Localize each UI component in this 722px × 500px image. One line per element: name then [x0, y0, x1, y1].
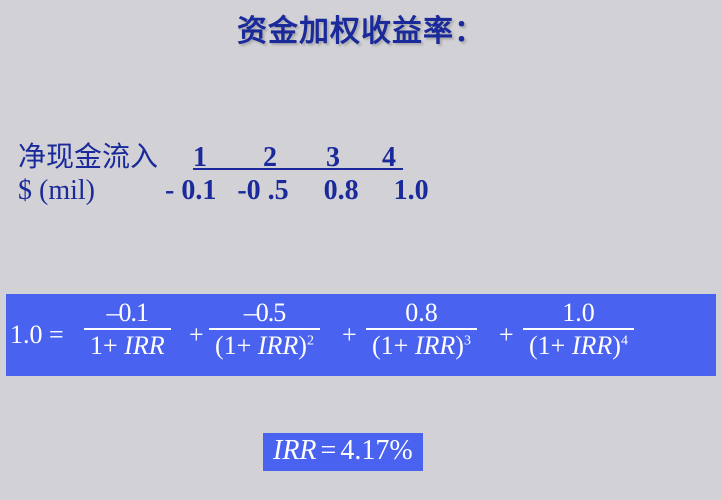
result-eq: = [317, 435, 341, 466]
plus-2: + [342, 320, 357, 350]
cashflow-header-row: 净现金流入 1 2 3 4 [18, 135, 403, 175]
slide: 资金加权收益率： 净现金流入 1 2 3 4 $ (mil) - 0.1 -0 … [0, 0, 722, 500]
slide-title: 资金加权收益率： [0, 6, 722, 50]
result-box: IRR=4.17% [263, 433, 423, 471]
term-1: –0.1 1+ IRR [84, 300, 171, 361]
result-var: IRR [273, 435, 317, 466]
row-label: 净现金流入 [18, 142, 158, 173]
plus-1: + [189, 320, 204, 350]
values: - 0.1 -0 .5 0.8 1.0 [165, 175, 429, 206]
plus-3: + [499, 320, 514, 350]
term-3: 0.8 (1+ IRR)3 [366, 300, 477, 361]
equation-lhs: 1.0 = [10, 320, 64, 350]
result-value: 4.17% [340, 435, 412, 466]
cashflow-values-row: $ (mil) - 0.1 -0 .5 0.8 1.0 [18, 175, 429, 207]
term-2: –0.5 (1+ IRR)2 [209, 300, 320, 361]
col-headers: 1 2 3 4 [193, 142, 403, 173]
term-4: 1.0 (1+ IRR)4 [523, 300, 634, 361]
unit-label: $ (mil) [18, 175, 95, 206]
irr-equation: 1.0 = –0.1 1+ IRR + –0.5 (1+ IRR)2 + 0.8… [6, 294, 716, 376]
